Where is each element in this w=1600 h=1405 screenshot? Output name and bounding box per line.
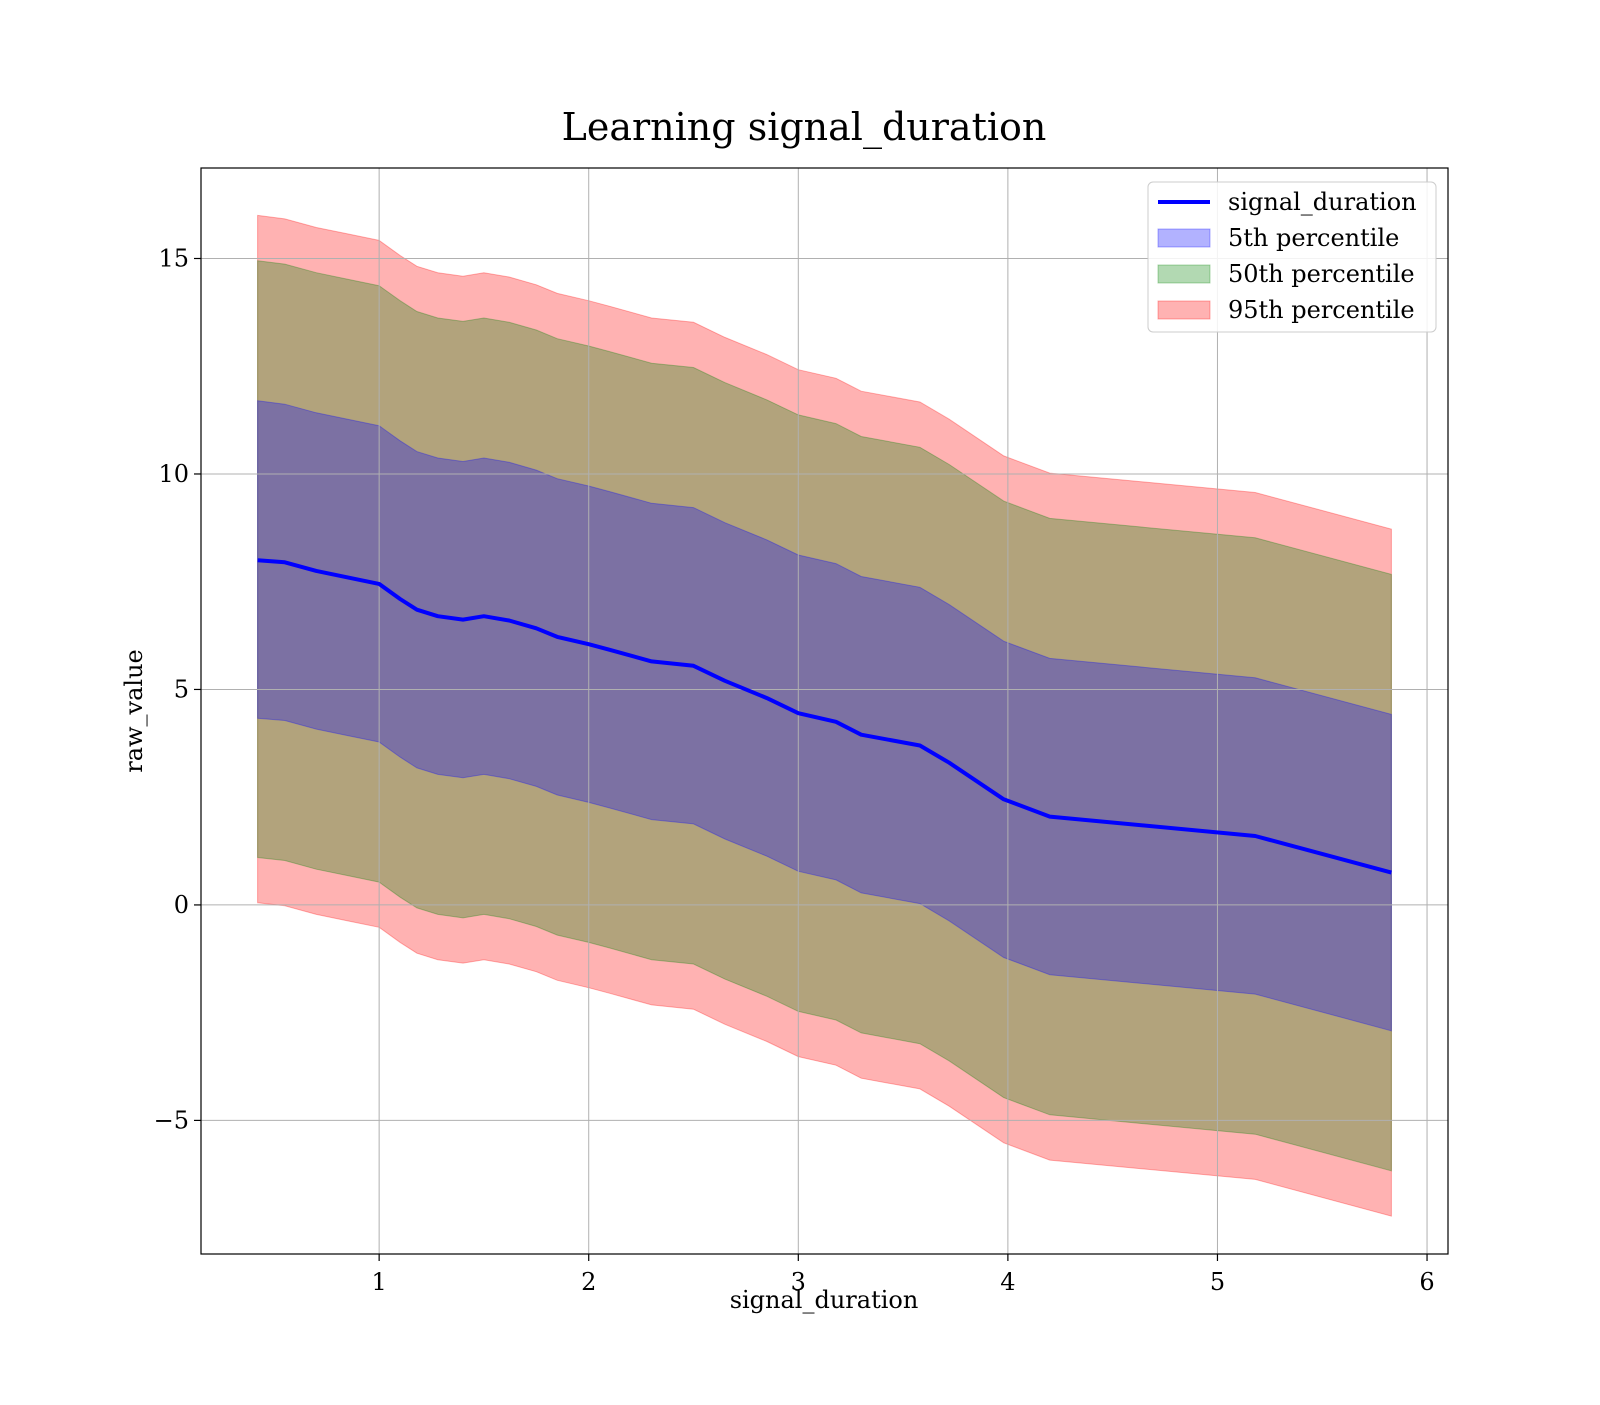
grid-lines — [201, 168, 1448, 1254]
x-tick-label: 6 — [1419, 1268, 1434, 1296]
x-tick-label: 4 — [1000, 1268, 1015, 1296]
y-axis-ticks: −5 0 5 10 15 — [154, 245, 201, 1134]
y-tick-label: 0 — [174, 891, 189, 919]
series-line-signal-duration — [257, 558, 1392, 875]
legend-swatch — [1157, 228, 1211, 248]
percentile-bands — [257, 214, 1392, 1217]
plot-frame — [200, 167, 1449, 1255]
legend-label: 5th percentile — [1228, 224, 1399, 252]
legend-box — [1147, 181, 1437, 333]
legend-label: 95th percentile — [1228, 296, 1415, 324]
band-50th-percentile — [257, 260, 1392, 1172]
legend-swatch — [1157, 264, 1211, 284]
y-tick-label: −5 — [154, 1106, 189, 1134]
legend-label: 50th percentile — [1228, 260, 1415, 288]
x-axis-label: signal_duration — [730, 1286, 919, 1314]
legend-swatch — [1157, 300, 1211, 320]
y-tick-label: 5 — [174, 675, 189, 703]
band-5th-percentile — [257, 400, 1392, 1032]
x-tick-label: 5 — [1210, 1268, 1225, 1296]
legend: signal_duration 5th percentile 50th percen… — [1147, 181, 1437, 333]
series-line-layer — [257, 558, 1392, 875]
x-tick-label: 3 — [791, 1268, 806, 1296]
x-tick-label: 1 — [372, 1268, 387, 1296]
band-95th-percentile — [257, 214, 1392, 1217]
chart-title: Learning signal_duration — [562, 105, 1047, 150]
x-axis-ticks: 1 2 3 4 5 6 — [372, 1254, 1435, 1296]
legend-label: signal_duration — [1228, 188, 1417, 216]
x-tick-label: 2 — [581, 1268, 596, 1296]
y-tick-label: 10 — [158, 460, 189, 488]
y-axis-label: raw_value — [120, 649, 148, 773]
y-tick-label: 15 — [158, 245, 189, 273]
